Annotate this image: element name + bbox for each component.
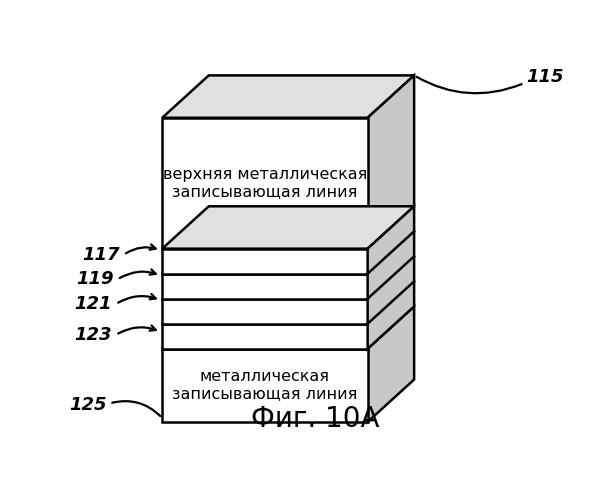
- Polygon shape: [162, 274, 368, 298]
- Text: 117: 117: [82, 246, 120, 264]
- Polygon shape: [368, 206, 414, 349]
- FancyArrowPatch shape: [112, 401, 160, 416]
- Text: 121: 121: [75, 295, 112, 313]
- Polygon shape: [368, 306, 414, 422]
- Text: верхняя металлическая
записывающая линия: верхняя металлическая записывающая линия: [163, 167, 367, 200]
- Polygon shape: [162, 349, 368, 422]
- Polygon shape: [162, 306, 414, 349]
- Text: Фиг. 10А: Фиг. 10А: [251, 406, 380, 433]
- Text: 123: 123: [75, 326, 112, 344]
- Polygon shape: [162, 76, 414, 118]
- Polygon shape: [162, 298, 368, 324]
- FancyArrowPatch shape: [416, 77, 522, 94]
- Text: 119: 119: [76, 270, 113, 288]
- Text: 125: 125: [69, 396, 107, 414]
- Polygon shape: [162, 206, 414, 248]
- Text: металлическая
записывающая линия: металлическая записывающая линия: [172, 369, 358, 402]
- Polygon shape: [162, 324, 368, 349]
- Text: 115: 115: [527, 68, 564, 86]
- Polygon shape: [162, 118, 368, 248]
- Polygon shape: [162, 248, 368, 274]
- Polygon shape: [368, 76, 414, 248]
